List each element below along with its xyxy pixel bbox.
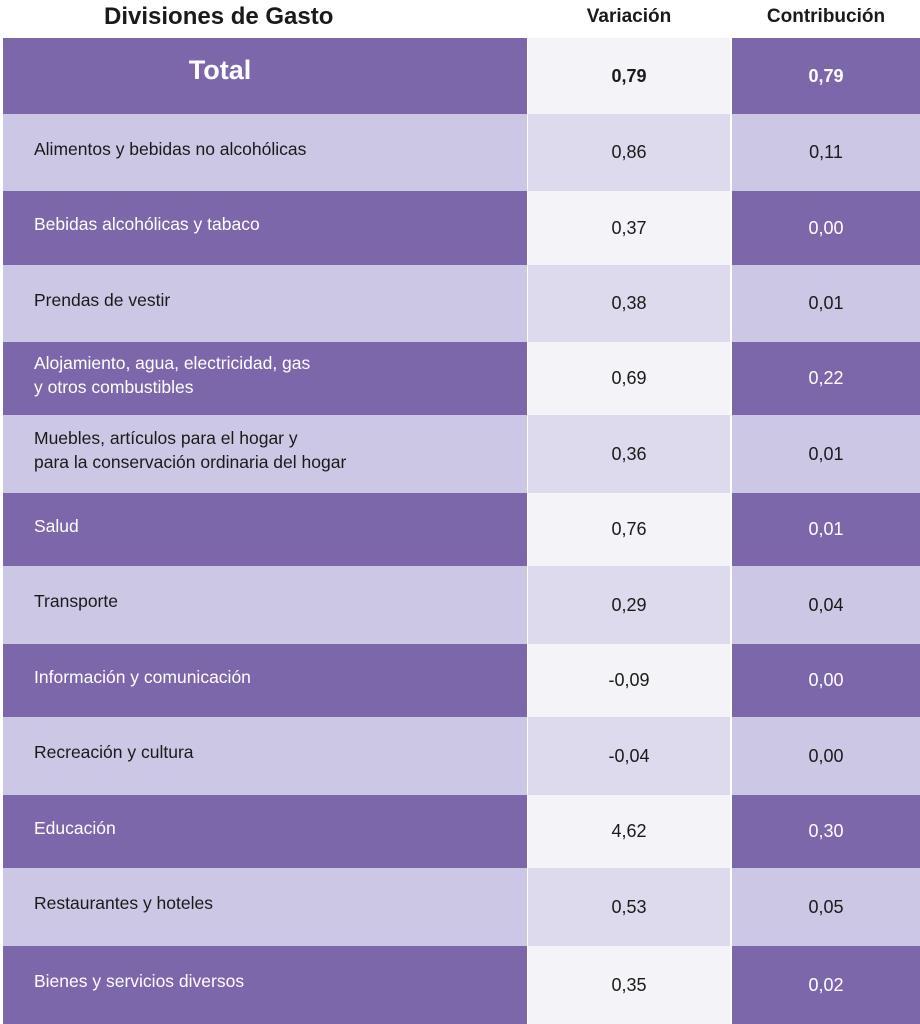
row-variacion: 0,76 — [528, 493, 730, 566]
row-label: Prendas de vestir — [3, 265, 527, 342]
table-row: Educación 4,62 0,30 — [0, 795, 920, 868]
row-contribucion: 0,02 — [732, 946, 920, 1024]
table-row: Muebles, artículos para el hogar y para … — [0, 415, 920, 493]
row-label: Restaurantes y hoteles — [3, 868, 527, 946]
row-label: Salud — [3, 493, 527, 566]
table-row: Salud 0,76 0,01 — [0, 493, 920, 566]
row-variacion: 0,29 — [528, 566, 730, 644]
table-row: Alojamiento, agua, electricidad, gas y o… — [0, 342, 920, 415]
total-variacion: 0,79 — [528, 38, 730, 114]
total-contribucion: 0,79 — [732, 38, 920, 114]
row-contribucion: 0,00 — [732, 191, 920, 265]
row-label: Transporte — [3, 566, 527, 644]
header-contribucion: Contribución — [766, 6, 886, 27]
row-contribucion: 0,22 — [732, 342, 920, 415]
row-variacion: 0,37 — [528, 191, 730, 265]
row-contribucion: 0,04 — [732, 566, 920, 644]
row-variacion: 0,69 — [528, 342, 730, 415]
row-contribucion: 0,11 — [732, 114, 920, 191]
row-contribucion: 0,01 — [732, 415, 920, 493]
row-contribucion: 0,00 — [732, 644, 920, 717]
total-label: Total — [3, 38, 527, 114]
row-label: Recreación y cultura — [3, 717, 527, 795]
table-row: Restaurantes y hoteles 0,53 0,05 — [0, 868, 920, 946]
table-row: Prendas de vestir 0,38 0,01 — [0, 265, 920, 342]
header-divisiones: Divisiones de Gasto — [104, 3, 334, 30]
row-label: Bienes y servicios diversos — [3, 946, 527, 1024]
table-row: Bebidas alcohólicas y tabaco 0,37 0,00 — [0, 191, 920, 265]
row-contribucion: 0,00 — [732, 717, 920, 795]
row-contribucion: 0,05 — [732, 868, 920, 946]
header-variacion: Variación — [586, 6, 672, 27]
row-variacion: -0,04 — [528, 717, 730, 795]
row-contribucion: 0,01 — [732, 493, 920, 566]
row-variacion: 0,53 — [528, 868, 730, 946]
row-label: Bebidas alcohólicas y tabaco — [3, 191, 527, 265]
row-variacion: 0,35 — [528, 946, 730, 1024]
total-row: Total 0,79 0,79 — [0, 38, 920, 114]
row-label: Información y comunicación — [3, 644, 527, 717]
table-row: Transporte 0,29 0,04 — [0, 566, 920, 644]
row-label: Alimentos y bebidas no alcohólicas — [3, 114, 527, 191]
row-label: Alojamiento, agua, electricidad, gas y o… — [3, 342, 527, 415]
row-variacion: 0,86 — [528, 114, 730, 191]
table-row: Alimentos y bebidas no alcohólicas 0,86 … — [0, 114, 920, 191]
row-contribucion: 0,01 — [732, 265, 920, 342]
row-variacion: -0,09 — [528, 644, 730, 717]
row-contribucion: 0,30 — [732, 795, 920, 868]
row-variacion: 0,36 — [528, 415, 730, 493]
row-variacion: 4,62 — [528, 795, 730, 868]
row-label: Muebles, artículos para el hogar y para … — [3, 415, 527, 493]
table-row: Información y comunicación -0,09 0,00 — [0, 644, 920, 717]
table-row: Recreación y cultura -0,04 0,00 — [0, 717, 920, 795]
row-variacion: 0,38 — [528, 265, 730, 342]
table-row: Bienes y servicios diversos 0,35 0,02 — [0, 946, 920, 1024]
table-header: Divisiones de Gasto Variación Contribuci… — [0, 0, 920, 38]
row-label: Educación — [3, 795, 527, 868]
